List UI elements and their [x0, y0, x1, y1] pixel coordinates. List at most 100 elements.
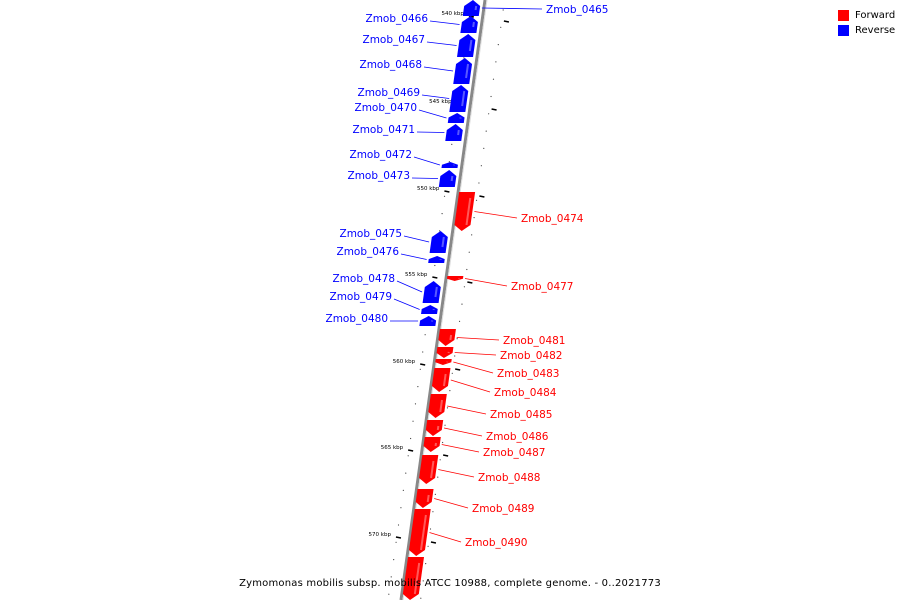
tick-label: 570 kbp: [369, 532, 392, 538]
gene-highlight: [449, 334, 453, 341]
minor-tick-right: [471, 234, 473, 236]
minor-tick: [410, 437, 412, 440]
minor-tick: [419, 368, 421, 370]
minor-tick: [412, 420, 414, 422]
minor-tick-right: [420, 597, 422, 599]
gene-arrow-Zmob_0472: [441, 162, 458, 168]
leader-line: [443, 427, 483, 437]
gene-highlight: [441, 236, 445, 248]
minor-tick: [402, 489, 404, 491]
gene-arrow-Zmob_0485: [428, 394, 447, 418]
tick-label: 550 kbp: [417, 186, 440, 192]
minor-tick: [439, 230, 441, 232]
tick-label: 560 kbp: [393, 359, 416, 365]
legend-item-forward: Forward: [838, 8, 895, 23]
minor-tick-right: [495, 61, 497, 63]
leader-line: [464, 278, 508, 287]
gene-label: Zmob_0484: [494, 387, 557, 399]
major-tick-right: [491, 108, 497, 111]
major-tick: [395, 536, 402, 539]
gene-label: Zmob_0488: [478, 472, 540, 484]
gene-arrow-Zmob_0475: [429, 231, 448, 253]
gene-label: Zmob_0483: [497, 368, 559, 380]
gene-arrow-Zmob_0488: [419, 455, 439, 484]
gene-arrow-Zmob_0490: [409, 509, 431, 556]
gene-label: Zmob_0472: [350, 149, 412, 161]
gene-label: Zmob_0485: [490, 409, 552, 421]
gene-arrow-Zmob_0486: [425, 420, 444, 436]
gene-label: Zmob_0477: [511, 281, 573, 293]
minor-tick: [463, 57, 465, 59]
minor-tick-right: [422, 580, 424, 582]
minor-tick-right: [434, 493, 436, 495]
minor-tick: [388, 593, 390, 595]
reverse-swatch: [838, 25, 849, 36]
major-tick-right: [442, 454, 449, 457]
gene-highlight: [430, 460, 435, 479]
minor-tick-right: [488, 113, 490, 115]
gene-label: Zmob_0481: [503, 335, 565, 347]
minor-tick-right: [449, 390, 451, 392]
gene-highlight: [468, 39, 473, 52]
gene-highlight: [474, 5, 478, 11]
major-tick-right: [479, 195, 485, 198]
gene-label: Zmob_0482: [500, 350, 562, 362]
gene-highlight: [420, 514, 427, 551]
gene-highlight: [436, 425, 440, 431]
leader-line: [423, 66, 454, 72]
gene-label: Zmob_0476: [337, 246, 400, 258]
minor-tick-right: [478, 182, 480, 184]
leader-line: [411, 177, 439, 179]
minor-tick-right: [439, 459, 441, 461]
minor-tick: [441, 213, 443, 215]
leader-line: [426, 41, 457, 46]
leader-line: [434, 498, 469, 509]
gene-label: Zmob_0478: [333, 273, 395, 285]
tick-label: 565 kbp: [381, 445, 404, 451]
major-tick: [444, 190, 450, 193]
leader-line: [438, 469, 475, 478]
leader-line: [413, 156, 441, 166]
minor-tick: [422, 351, 424, 353]
minor-tick-right: [473, 217, 475, 219]
leader-line: [450, 379, 491, 393]
gene-label: Zmob_0489: [472, 503, 534, 515]
gene-arrow-Zmob_0489: [415, 489, 434, 508]
gene-arrow-Zmob_0471: [445, 124, 463, 141]
leader-line: [429, 532, 462, 543]
gene-arrow-Zmob_0469: [449, 85, 469, 112]
gene-arrow-Zmob_0474: [454, 192, 476, 231]
backbone-line: [399, 0, 487, 600]
gene-highlight: [426, 494, 430, 503]
gene-arrow-Zmob_0482: [436, 347, 454, 358]
minor-tick-right: [497, 44, 499, 46]
gene-highlight: [439, 399, 443, 413]
major-tick-right: [455, 368, 461, 371]
minor-tick-right: [442, 441, 444, 444]
minor-tick-right: [425, 563, 427, 565]
legend-reverse-label: Reverse: [855, 25, 896, 36]
minor-tick: [397, 524, 400, 526]
leader-line: [456, 337, 500, 341]
minor-tick-right: [475, 199, 478, 201]
gene-arrow-Zmob_0468: [453, 58, 473, 84]
minor-tick-right: [502, 9, 504, 11]
minor-tick-right: [432, 511, 434, 513]
gene-label: Zmob_0468: [360, 59, 422, 71]
gene-arrow-Zmob_0473: [438, 170, 457, 187]
gene-arrow-Zmob_0487: [423, 437, 441, 452]
leader-line: [416, 131, 445, 133]
gene-highlight: [450, 175, 454, 182]
gene-highlight: [472, 21, 475, 28]
leader-line: [396, 280, 423, 293]
gene-arrow-Zmob_0483: [435, 359, 452, 365]
minor-tick-right: [466, 268, 468, 271]
gene-arrow-Zmob_0478: [422, 281, 441, 303]
leader-line: [481, 7, 543, 10]
gene-label: Zmob_0490: [465, 537, 527, 549]
gene-label: Zmob_0473: [348, 170, 410, 182]
major-tick-right: [430, 541, 437, 544]
legend-item-reverse: Reverse: [838, 23, 895, 38]
gene-arrow-Zmob_0466: [460, 16, 478, 33]
